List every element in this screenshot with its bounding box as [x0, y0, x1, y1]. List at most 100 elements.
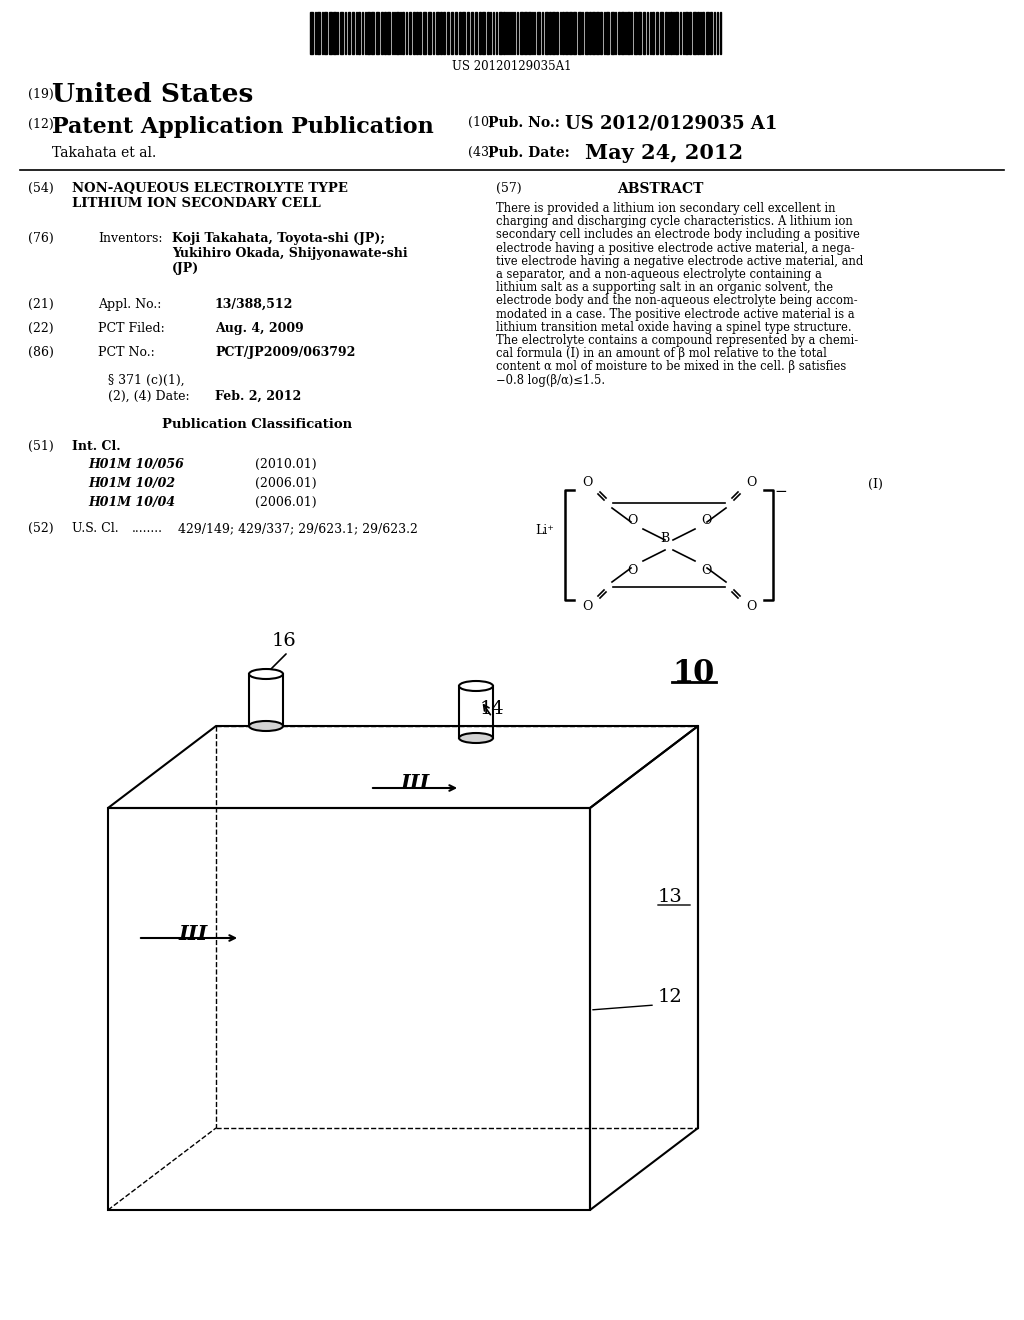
Bar [479, 12, 481, 54]
Text: electrode body and the non-aqueous electrolyte being accom-: electrode body and the non-aqueous elect… [496, 294, 858, 308]
Bar [596, 12, 599, 54]
Text: Publication Classification: Publication Classification [162, 418, 352, 432]
Text: 14: 14 [480, 700, 505, 718]
Bar [487, 12, 489, 54]
Bar [670, 12, 672, 54]
Bar [585, 12, 588, 54]
Bar [451, 12, 453, 54]
Bar [340, 12, 343, 54]
Text: 10: 10 [672, 657, 715, 689]
Text: (22): (22) [28, 322, 53, 335]
Bar [443, 12, 445, 54]
Ellipse shape [249, 669, 283, 678]
Bar [627, 12, 630, 54]
Text: (57): (57) [496, 182, 521, 195]
Text: 12: 12 [658, 987, 683, 1006]
Text: 13: 13 [658, 888, 683, 906]
Bar [482, 12, 485, 54]
Bar [710, 12, 712, 54]
Ellipse shape [459, 681, 493, 690]
Text: Feb. 2, 2012: Feb. 2, 2012 [215, 389, 301, 403]
Bar [423, 12, 426, 54]
Bar [606, 12, 609, 54]
Bar [471, 12, 473, 54]
Bar [396, 12, 399, 54]
Bar [652, 12, 654, 54]
Text: United States: United States [52, 82, 253, 107]
Bar [552, 12, 555, 54]
Text: −0.8 log(β/α)≤1.5.: −0.8 log(β/α)≤1.5. [496, 374, 605, 387]
Bar [665, 12, 667, 54]
Text: US 2012/0129035 A1: US 2012/0129035 A1 [565, 114, 777, 132]
Bar [569, 12, 572, 54]
Bar [643, 12, 645, 54]
Text: Aug. 4, 2009: Aug. 4, 2009 [215, 322, 304, 335]
Text: (54): (54) [28, 182, 53, 195]
Text: May 24, 2012: May 24, 2012 [585, 143, 743, 162]
Text: electrode having a positive electrode active material, a nega-: electrode having a positive electrode ac… [496, 242, 855, 255]
Bar [459, 686, 493, 738]
Text: lithium salt as a supporting salt in an organic solvent, the: lithium salt as a supporting salt in an … [496, 281, 834, 294]
Text: (19): (19) [28, 88, 53, 102]
Bar [578, 12, 581, 54]
Text: (2006.01): (2006.01) [255, 477, 316, 490]
Text: Pub. No.:: Pub. No.: [488, 116, 560, 129]
Bar [537, 12, 540, 54]
Bar [660, 12, 663, 54]
Bar [475, 12, 477, 54]
Text: PCT Filed:: PCT Filed: [98, 322, 165, 335]
Text: Takahata et al.: Takahata et al. [52, 147, 157, 160]
Bar [310, 12, 313, 54]
Bar [675, 12, 678, 54]
Text: O: O [745, 477, 756, 490]
Bar [384, 12, 386, 54]
Bar [317, 12, 319, 54]
Text: PCT/JP2009/063792: PCT/JP2009/063792 [215, 346, 355, 359]
Bar [499, 12, 502, 54]
Bar [249, 675, 283, 726]
Bar [592, 12, 595, 54]
Text: NON-AQUEOUS ELECTROLYTE TYPE
LITHIUM ION SECONDARY CELL: NON-AQUEOUS ELECTROLYTE TYPE LITHIUM ION… [72, 182, 348, 210]
Bar [706, 12, 709, 54]
Bar [556, 12, 558, 54]
Text: a separator, and a non-aqueous electrolyte containing a: a separator, and a non-aqueous electroly… [496, 268, 822, 281]
Text: US 20120129035A1: US 20120129035A1 [453, 59, 571, 73]
Bar [371, 12, 374, 54]
Bar [697, 12, 699, 54]
Text: The electrolyte contains a compound represented by a chemi-: The electrolyte contains a compound repr… [496, 334, 858, 347]
Text: (2006.01): (2006.01) [255, 496, 316, 510]
Text: H01M 10/04: H01M 10/04 [88, 496, 175, 510]
Bar [693, 12, 696, 54]
Text: O: O [582, 477, 592, 490]
Text: (86): (86) [28, 346, 54, 359]
Bar [524, 12, 527, 54]
Text: III: III [400, 774, 429, 793]
Text: U.S. Cl.: U.S. Cl. [72, 521, 119, 535]
Text: § 371 (c)(1),: § 371 (c)(1), [108, 374, 184, 387]
Bar [413, 12, 415, 54]
Bar [387, 12, 390, 54]
Bar [440, 12, 442, 54]
Text: lithium transition metal oxide having a spinel type structure.: lithium transition metal oxide having a … [496, 321, 852, 334]
Text: (I): (I) [868, 478, 883, 491]
Bar [409, 12, 411, 54]
Ellipse shape [249, 721, 283, 731]
Text: Int. Cl.: Int. Cl. [72, 440, 121, 453]
Bar [520, 12, 523, 54]
Text: O: O [627, 513, 637, 527]
Text: ........: ........ [132, 521, 163, 535]
Text: B: B [660, 532, 670, 545]
Bar [367, 12, 370, 54]
Text: Appl. No.:: Appl. No.: [98, 298, 162, 312]
Text: III: III [178, 924, 207, 944]
Bar [455, 12, 457, 54]
Bar [348, 12, 350, 54]
Bar [436, 12, 439, 54]
Text: (76): (76) [28, 232, 53, 246]
Bar [459, 12, 461, 54]
Text: Pub. Date:: Pub. Date: [488, 147, 569, 160]
Bar [562, 12, 564, 54]
Bar [416, 12, 418, 54]
Text: 429/149; 429/337; 29/623.1; 29/623.2: 429/149; 429/337; 29/623.1; 29/623.2 [178, 521, 418, 535]
Bar [565, 12, 568, 54]
